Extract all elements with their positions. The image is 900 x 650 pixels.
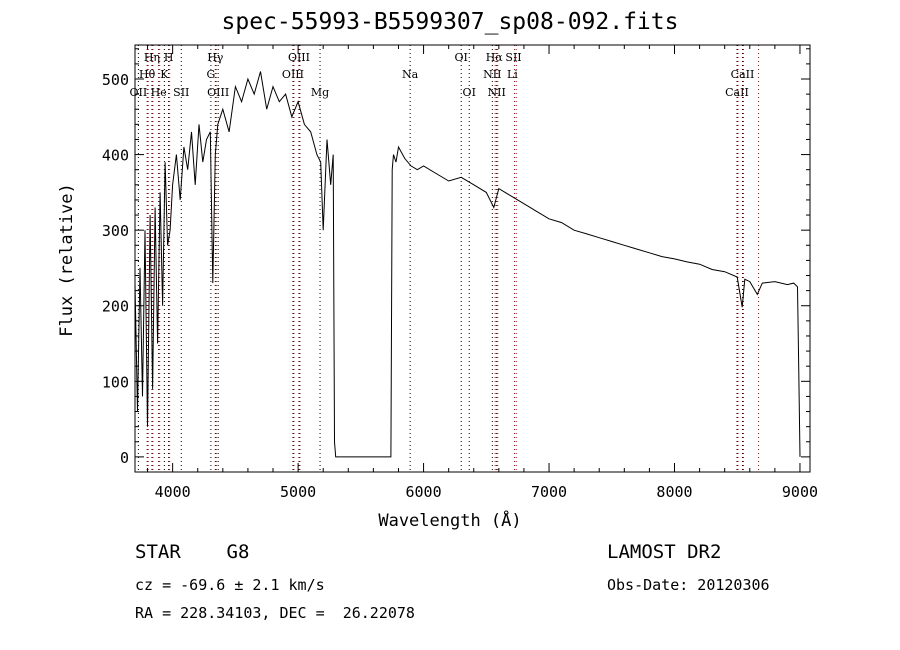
line-label: CaII <box>731 68 755 81</box>
line-label: Hγ <box>207 51 224 64</box>
y-axis-label: Flux (relative) <box>57 183 77 337</box>
plot-frame <box>134 44 811 473</box>
line-label: K <box>160 68 169 81</box>
x-tick-label: 6000 <box>406 483 442 501</box>
line-label: Na <box>402 68 419 81</box>
line-label: NII <box>488 86 506 99</box>
line-marker-group <box>137 45 760 472</box>
x-tick-label: 4000 <box>155 483 191 501</box>
axes-group: 4000 5000 6000 7000 8000 9000 0 100 200 300 400 500 <box>102 44 818 501</box>
y-tick-label: 400 <box>102 147 129 165</box>
line-label: H <box>164 51 174 64</box>
line-label: OII <box>130 86 148 99</box>
line-label: Hα <box>486 51 504 64</box>
line-label: CaII <box>725 86 749 99</box>
line-label: OI <box>455 51 468 64</box>
redshift-label: cz = -69.6 ± 2.1 km/s <box>135 576 325 594</box>
y-tick-label: 200 <box>102 298 129 316</box>
line-label: OIII <box>288 51 310 64</box>
line-label: SII <box>505 51 521 64</box>
survey-label: LAMOST DR2 <box>607 541 722 563</box>
line-label: G <box>207 68 216 81</box>
y-tick-label: 300 <box>102 222 129 240</box>
x-tick-label: 9000 <box>782 483 818 501</box>
line-label: Hη <box>144 51 160 64</box>
x-tick-label: 8000 <box>656 483 692 501</box>
line-label: OI <box>463 86 476 99</box>
y-tick-label: 0 <box>120 449 129 467</box>
line-label: He <box>151 86 167 99</box>
x-tick-label: 5000 <box>280 483 316 501</box>
spectrum-line <box>134 71 801 458</box>
series-group <box>134 71 801 458</box>
y-tick-label: 100 <box>102 373 129 391</box>
line-label: SII <box>173 86 189 99</box>
line-label: NII <box>483 68 501 81</box>
y-tick-label: 500 <box>102 71 129 89</box>
line-label: Mg <box>311 86 329 99</box>
line-label: Hθ <box>139 68 156 81</box>
line-label: OIII <box>207 86 229 99</box>
x-axis-label: Wavelength (Å) <box>378 511 522 531</box>
obs-date-label: Obs-Date: 20120306 <box>607 576 770 594</box>
coordinates-label: RA = 228.34103, DEC = 26.22078 <box>135 604 415 622</box>
line-label: Li <box>507 68 518 81</box>
object-type-label: STAR G8 <box>135 541 250 563</box>
chart-title: spec-55993-B5599307_sp08-092.fits <box>221 9 679 35</box>
x-tick-label: 7000 <box>531 483 567 501</box>
line-label: OIII <box>282 68 304 81</box>
